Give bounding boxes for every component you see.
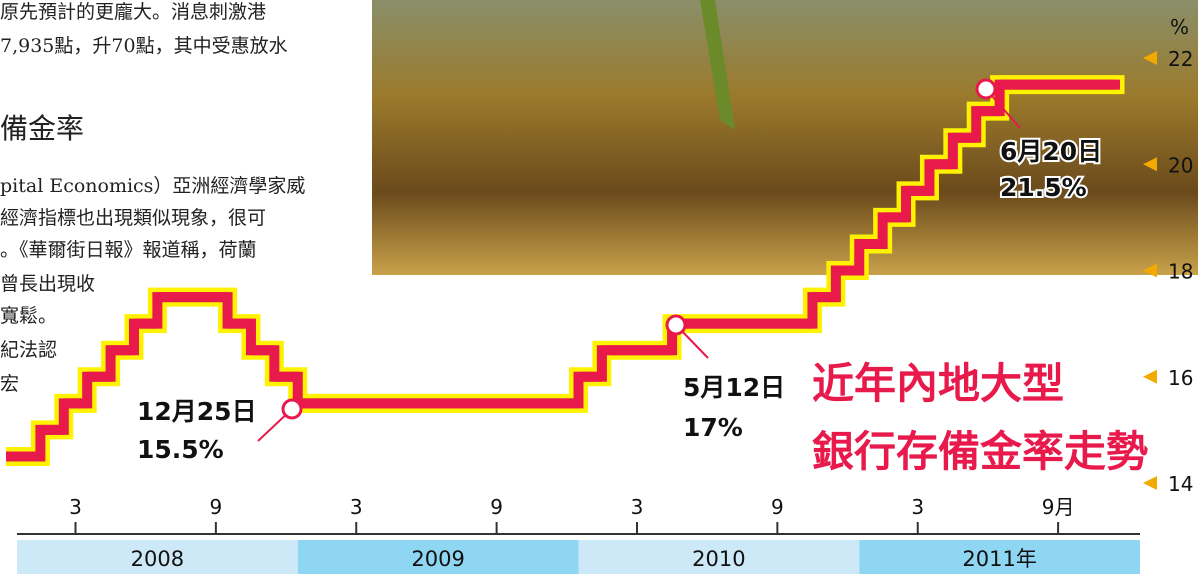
x-tick-label: 3	[350, 495, 363, 519]
year-label: 2010	[692, 547, 745, 571]
annotation: 6月20日	[1000, 137, 1102, 166]
annotation: 21.5%	[1000, 173, 1087, 202]
article-line: 曾長出現收	[0, 273, 95, 295]
article-line: 紀法認	[0, 339, 57, 361]
chart: 原先預計的更龐大。消息刺激港 7,935點，升70點，其中受惠放水 備金率 pi…	[0, 0, 1198, 574]
year-label: 2009	[411, 547, 464, 571]
x-tick-label: 9	[771, 495, 784, 519]
x-tick-label: 9	[209, 495, 222, 519]
y-tick	[1143, 370, 1157, 384]
annotation: 12月25日	[137, 397, 257, 426]
annotation: 5月12日	[683, 373, 785, 402]
page: 原先預計的更龐大。消息刺激港 7,935點，升70點，其中受惠放水 備金率 pi…	[0, 0, 1198, 574]
x-tick-label: 3	[69, 495, 82, 519]
x-tick-label: 3	[911, 495, 924, 519]
y-unit: %	[1170, 15, 1189, 39]
chart-title: 銀行存備金率走勢	[812, 427, 1148, 476]
article-line: pital Economics）亞洲經濟學家威	[0, 175, 305, 197]
y-tick-label: 20	[1168, 153, 1193, 177]
point-marker	[667, 316, 685, 334]
x-tick-label: 9月	[1042, 495, 1075, 519]
year-label: 2008	[131, 547, 184, 571]
annotation: 15.5%	[137, 435, 224, 464]
article-heading: 備金率	[0, 112, 84, 145]
article-line: 7,935點，升70點，其中受惠放水	[0, 35, 288, 57]
point-marker	[977, 80, 995, 98]
y-tick	[1143, 476, 1157, 490]
x-tick-label: 3	[631, 495, 644, 519]
point-marker	[283, 400, 301, 418]
article-line: 寬鬆。	[0, 305, 57, 327]
year-label: 2011年	[962, 547, 1036, 571]
article-line: 經濟指標也出現類似現象，很可	[0, 207, 266, 229]
y-tick-label: 18	[1168, 260, 1193, 284]
y-tick-label: 22	[1168, 47, 1193, 71]
article-line: 原先預計的更龐大。消息刺激港	[0, 1, 266, 23]
x-tick-label: 9	[490, 495, 503, 519]
article-line: 宏	[0, 373, 19, 395]
article-line: 。《華爾街日報》報道稱，荷蘭	[0, 239, 257, 261]
chart-title: 近年內地大型	[812, 359, 1064, 408]
y-tick-label: 14	[1168, 472, 1193, 496]
annotation: 17%	[683, 413, 743, 442]
y-tick-label: 16	[1168, 366, 1193, 390]
